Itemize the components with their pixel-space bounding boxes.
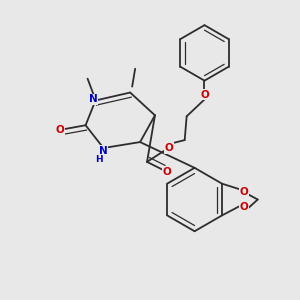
Text: O: O [239,187,248,196]
Text: O: O [200,89,209,100]
Text: H: H [95,155,102,164]
Text: N: N [89,94,98,104]
Text: O: O [56,125,64,135]
Text: O: O [163,167,171,177]
Text: N: N [99,146,108,156]
Text: O: O [164,143,173,153]
Text: O: O [239,202,248,212]
